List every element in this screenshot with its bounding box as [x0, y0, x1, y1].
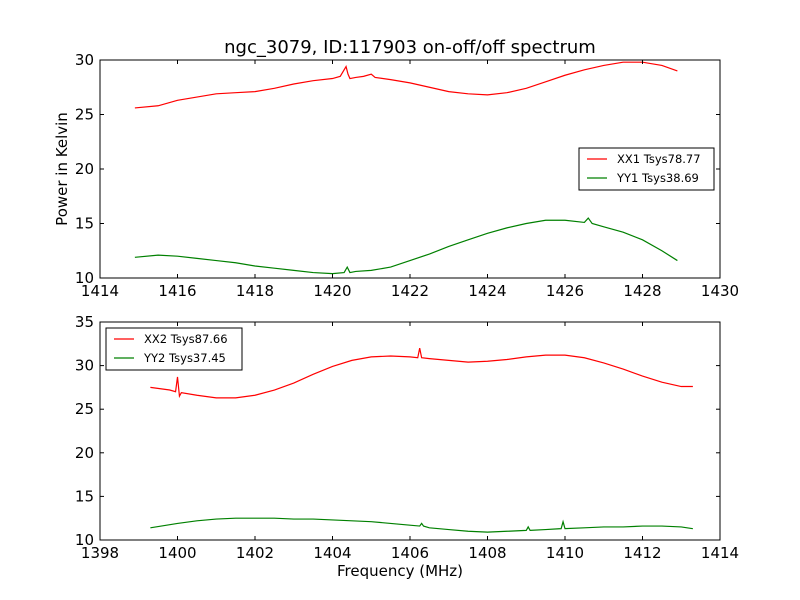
x-tick-label: 1408 — [468, 544, 506, 562]
legend: XX2 Tsys87.66 YY2 Tsys37.45 — [105, 327, 243, 371]
chart-title: ngc_3079, ID:117903 on-off/off spectrum — [224, 37, 596, 58]
y-tick-label: 20 — [75, 444, 94, 462]
y-tick-label: 20 — [75, 160, 94, 178]
panels: 1414 1416 1418 1420 1422 1424 1426 1428 1430 10 15… — [53, 51, 739, 580]
legend-label: YY2 Tsys37.45 — [143, 351, 226, 365]
legend-label: YY1 Tsys38.69 — [616, 171, 699, 185]
x-tick-label: 1426 — [546, 282, 584, 300]
y-tick-label: 30 — [75, 357, 94, 375]
x-axis-label: Frequency (MHz) — [337, 562, 463, 580]
x-tick-label: 1416 — [158, 282, 196, 300]
y-axis-label: Power in Kelvin — [53, 112, 71, 226]
legend-box — [578, 147, 715, 191]
y-tick-label: 15 — [75, 215, 94, 233]
legend: XX1 Tsys78.77 YY1 Tsys38.69 — [578, 147, 715, 191]
y-tick-label: 25 — [75, 400, 94, 418]
x-tick-label: 1412 — [623, 544, 661, 562]
series-line-yy2 — [150, 517, 693, 533]
series-line-xx1 — [134, 61, 678, 109]
x-tick-label: 1430 — [701, 282, 739, 300]
x-tick-label: 1406 — [391, 544, 429, 562]
y-tick-label: 10 — [75, 531, 94, 549]
x-tick-label: 1424 — [468, 282, 506, 300]
x-tick-label: 1400 — [158, 544, 196, 562]
series-line-yy1 — [134, 217, 678, 275]
x-tick-label: 1398 — [81, 544, 119, 562]
legend-label: XX1 Tsys78.77 — [617, 152, 701, 166]
x-tick-label: 1422 — [391, 282, 429, 300]
y-tick-label: 25 — [75, 106, 94, 124]
panel-1: 1414 1416 1418 1420 1422 1424 1426 1428 1430 10 15… — [53, 51, 739, 300]
legend-label: XX2 Tsys87.66 — [144, 332, 228, 346]
y-tick-label: 15 — [75, 487, 94, 505]
x-tick-label: 1414 — [81, 282, 119, 300]
x-tick-label: 1410 — [546, 544, 584, 562]
x-tick-label: 1420 — [313, 282, 351, 300]
panel-2: 1398 1400 1402 1404 1406 1408 1410 1412 1414 10 15… — [75, 313, 739, 580]
legend-box — [105, 327, 243, 371]
series-line-xx2 — [150, 348, 693, 399]
y-tick-label: 35 — [75, 313, 94, 331]
y-tick-label: 30 — [75, 51, 94, 69]
y-tick-label: 10 — [75, 269, 94, 287]
x-tick-label: 1404 — [313, 544, 351, 562]
x-tick-label: 1402 — [236, 544, 274, 562]
x-tick-label: 1418 — [236, 282, 274, 300]
x-tick-label: 1414 — [701, 544, 739, 562]
x-tick-label: 1428 — [623, 282, 661, 300]
